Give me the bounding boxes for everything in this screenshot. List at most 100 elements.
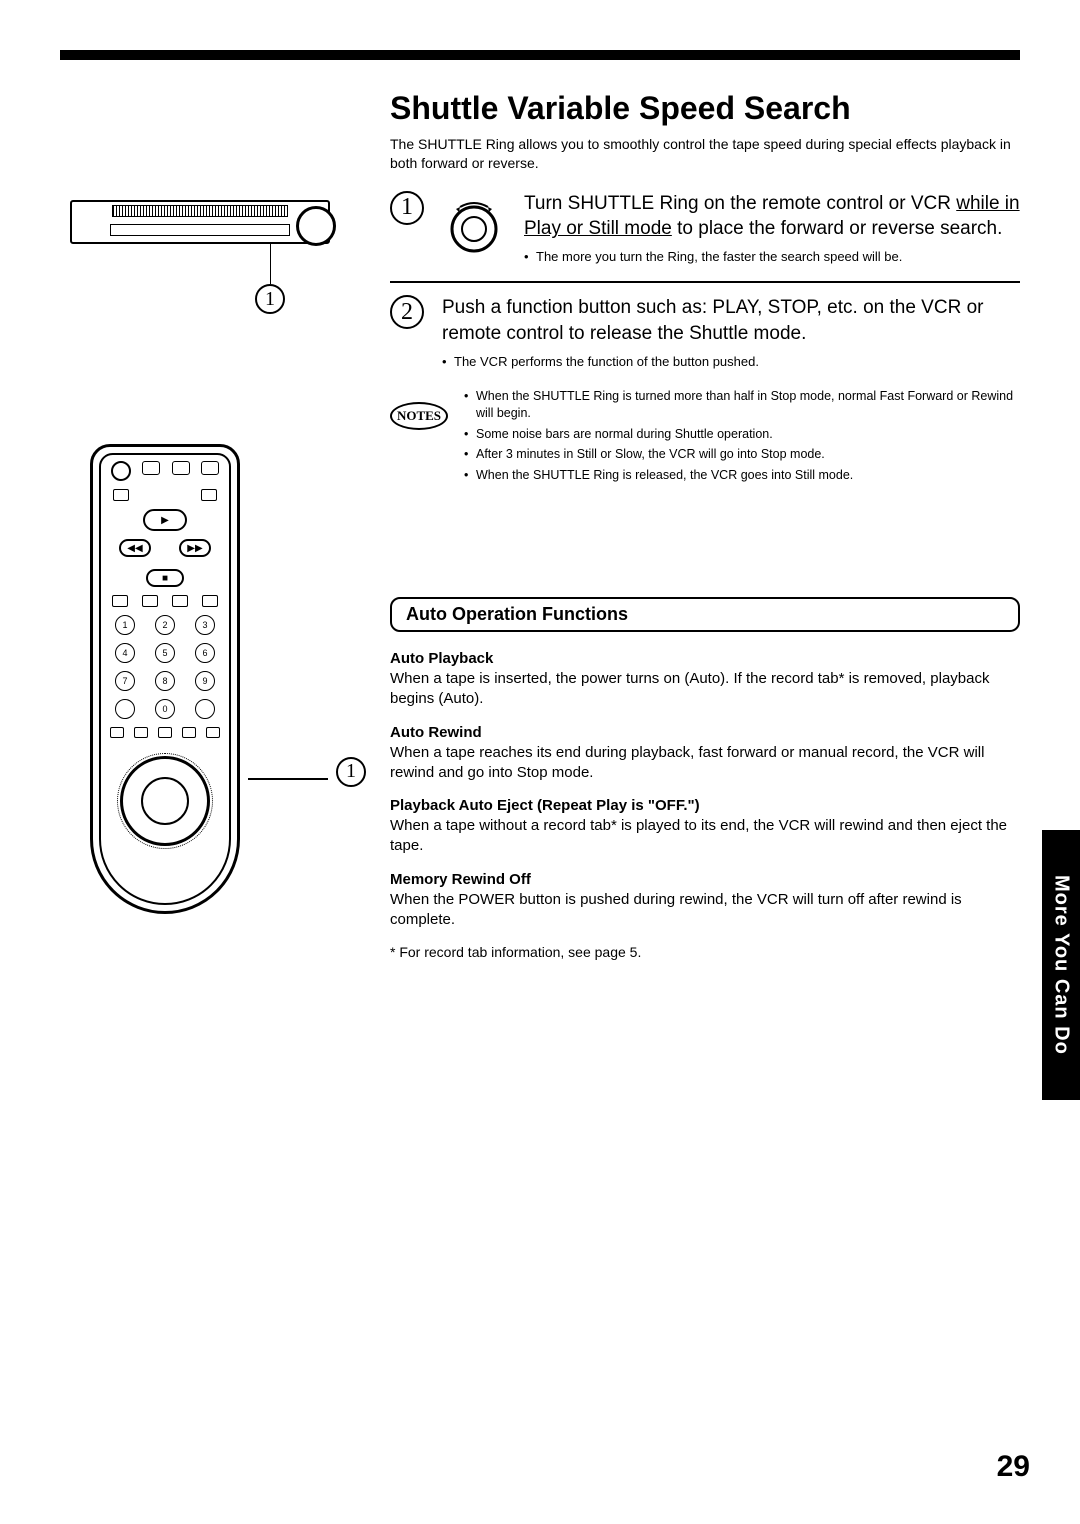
note-item: Some noise bars are normal during Shuttl…	[464, 426, 1020, 444]
remote-leader-line	[248, 778, 328, 780]
auto-playback: Auto Playback When a tape is inserted, t…	[390, 650, 1020, 710]
numpad-add	[195, 699, 215, 719]
step-2-text: Push a function button such as: PLAY, ST…	[442, 295, 1020, 346]
ff-icon: ▶▶	[179, 539, 211, 557]
step-2-number: 2	[390, 295, 424, 329]
remote-btn	[172, 461, 190, 475]
memory-rewind-off: Memory Rewind Off When the POWER button …	[390, 871, 1020, 931]
numpad-4: 4	[115, 643, 135, 663]
remote-numpad-row: 7 8 9	[105, 671, 225, 691]
shuttle-ring-icon	[442, 191, 512, 269]
remote-row	[105, 595, 225, 607]
numpad-8: 8	[155, 671, 175, 691]
content-columns: 1 ▶	[60, 90, 1020, 960]
remote-btn	[206, 727, 220, 738]
af-body: When a tape reaches its end during playb…	[390, 743, 1020, 784]
remote-btn	[142, 595, 158, 607]
step-2-body: Push a function button such as: PLAY, ST…	[442, 295, 1020, 373]
af-body: When a tape without a record tab* is pla…	[390, 816, 1020, 857]
vcr-shuttle-ring	[296, 206, 336, 246]
numpad-100	[115, 699, 135, 719]
remote-btn	[158, 727, 172, 738]
remote-btn	[201, 461, 219, 475]
vcr-tape-slot	[112, 205, 288, 217]
divider	[390, 281, 1020, 283]
step-num-col: 1	[390, 191, 430, 269]
step-2-bullet: The VCR performs the function of the but…	[442, 353, 1020, 371]
remote-shuttle-ring	[120, 756, 210, 846]
note-item: When the SHUTTLE Ring is turned more tha…	[464, 388, 1020, 423]
af-title: Auto Playback	[390, 650, 1020, 667]
step-2-bullets: The VCR performs the function of the but…	[442, 353, 1020, 371]
vcr-leader-line	[270, 244, 271, 284]
section-side-tab: More You Can Do	[1042, 830, 1080, 1100]
remote-btn	[201, 489, 217, 501]
remote-btn	[113, 489, 129, 501]
vcr-display	[110, 224, 290, 236]
auto-rewind: Auto Rewind When a tape reaches its end …	[390, 724, 1020, 784]
illustration-column: 1 ▶	[60, 90, 380, 960]
remote-numpad-row: 4 5 6	[105, 643, 225, 663]
intro-text: The SHUTTLE Ring allows you to smoothly …	[390, 135, 1020, 173]
remote-numpad-row: 0	[105, 699, 225, 719]
remote-illustration: ▶ ◀◀ ▶▶ ■ 1 2 3	[90, 444, 240, 914]
step-1-text-a: Turn SHUTTLE Ring on the remote control …	[524, 193, 956, 214]
auto-eject: Playback Auto Eject (Repeat Play is "OFF…	[390, 797, 1020, 857]
vcr-callout-1: 1	[255, 284, 285, 314]
notes-label: NOTES	[390, 402, 448, 430]
remote-row	[105, 489, 225, 501]
remote-btn	[142, 461, 160, 475]
footnote: * For record tab information, see page 5…	[390, 944, 1020, 960]
af-title: Memory Rewind Off	[390, 871, 1020, 888]
step-1-number: 1	[390, 191, 424, 225]
numpad-0: 0	[155, 699, 175, 719]
numpad-6: 6	[195, 643, 215, 663]
rew-icon: ◀◀	[119, 539, 151, 557]
auto-functions-heading: Auto Operation Functions	[390, 597, 1020, 632]
af-body: When a tape is inserted, the power turns…	[390, 669, 1020, 710]
remote-btn	[202, 595, 218, 607]
af-title: Playback Auto Eject (Repeat Play is "OFF…	[390, 797, 1020, 814]
note-item: After 3 minutes in Still or Slow, the VC…	[464, 446, 1020, 464]
note-item: When the SHUTTLE Ring is released, the V…	[464, 467, 1020, 485]
remote-numpad-row: 1 2 3	[105, 615, 225, 635]
step-2: 2 Push a function button such as: PLAY, …	[390, 295, 1020, 373]
top-rule	[60, 50, 1020, 60]
remote-btn	[172, 595, 188, 607]
remote-shuttle-inner	[141, 777, 189, 825]
remote-btn	[112, 595, 128, 607]
vcr-body	[70, 200, 330, 244]
step-1: 1 Turn SHUTTLE Ring on the remote contro…	[390, 191, 1020, 269]
remote-btn	[134, 727, 148, 738]
vcr-illustration: 1	[70, 200, 330, 314]
notes-badge: NOTES	[390, 388, 450, 430]
step-1-bullet: The more you turn the Ring, the faster t…	[524, 248, 1020, 266]
notes-list: When the SHUTTLE Ring is turned more tha…	[464, 388, 1020, 488]
power-icon	[111, 461, 131, 481]
af-title: Auto Rewind	[390, 724, 1020, 741]
remote-bottom-row	[105, 727, 225, 738]
manual-page: 1 ▶	[60, 50, 1020, 960]
numpad-3: 3	[195, 615, 215, 635]
af-body: When the POWER button is pushed during r…	[390, 890, 1020, 931]
numpad-7: 7	[115, 671, 135, 691]
numpad-9: 9	[195, 671, 215, 691]
text-column: Shuttle Variable Speed Search The SHUTTL…	[380, 90, 1020, 960]
remote-callout-1: 1	[336, 757, 366, 787]
numpad-2: 2	[155, 615, 175, 635]
step-1-text: Turn SHUTTLE Ring on the remote control …	[524, 191, 1020, 242]
numpad-5: 5	[155, 643, 175, 663]
remote-row-top	[105, 461, 225, 481]
remote-illustration-wrap: ▶ ◀◀ ▶▶ ■ 1 2 3	[60, 444, 380, 914]
numpad-1: 1	[115, 615, 135, 635]
remote-btn	[110, 727, 124, 738]
notes-block: NOTES When the SHUTTLE Ring is turned mo…	[390, 388, 1020, 488]
remote-btn	[182, 727, 196, 738]
step-1-body: Turn SHUTTLE Ring on the remote control …	[524, 191, 1020, 269]
step-num-col: 2	[390, 295, 430, 373]
remote-row: ◀◀ ▶▶	[105, 535, 225, 561]
step-1-text-b: to place the forward or reverse search.	[672, 218, 1003, 239]
step-1-bullets: The more you turn the Ring, the faster t…	[524, 248, 1020, 266]
page-number: 29	[997, 1450, 1030, 1484]
page-title: Shuttle Variable Speed Search	[390, 90, 1020, 127]
